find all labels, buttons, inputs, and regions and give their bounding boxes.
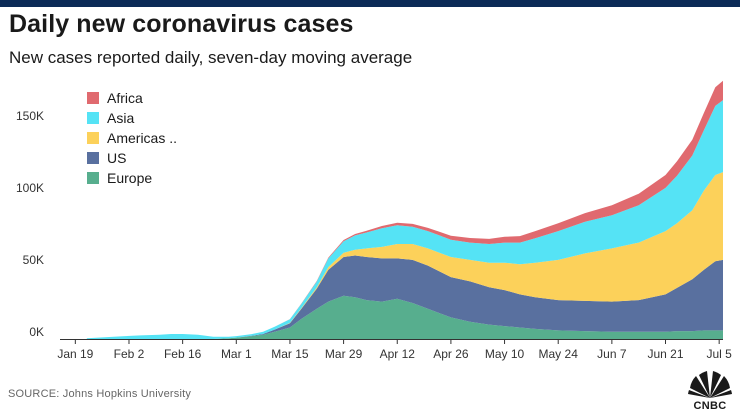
x-tick-label: May 10 [485, 347, 525, 361]
legend-item-asia: Asia [87, 108, 177, 128]
x-tick-label: May 24 [539, 347, 579, 361]
chart-subtitle: New cases reported daily, seven-day movi… [9, 48, 413, 67]
x-tick-label: Feb 2 [114, 347, 145, 361]
x-tick-label: Jan 19 [57, 347, 93, 361]
legend-item-europe: Europe [87, 168, 177, 188]
source-note: SOURCE: Johns Hopkins University [8, 388, 192, 400]
legend: Africa Asia Americas .. US Europe [87, 88, 177, 188]
legend-swatch-africa [87, 92, 99, 104]
legend-label-europe: Europe [107, 170, 153, 186]
chart-title: Daily new coronavirus cases [9, 10, 354, 38]
y-tick-label: 0K [29, 325, 44, 339]
y-axis: 0K 50K 100K 150K [16, 109, 44, 339]
x-tick-label: Apr 12 [380, 347, 416, 361]
x-tick-label: Mar 29 [325, 347, 363, 361]
y-tick-label: 100K [16, 181, 44, 195]
legend-swatch-europe [87, 172, 99, 184]
area-layers [86, 80, 724, 339]
x-tick-label: Feb 16 [164, 347, 202, 361]
x-tick-label: Jul 5 [706, 347, 732, 361]
legend-item-americas: Americas .. [87, 128, 177, 148]
x-tick-label: Jun 21 [647, 347, 683, 361]
legend-label-africa: Africa [107, 90, 143, 106]
legend-label-americas: Americas .. [107, 130, 178, 146]
peacock-icon [688, 371, 732, 398]
legend-swatch-americas [87, 132, 99, 144]
area-americas [86, 172, 724, 339]
legend-item-us: US [87, 148, 177, 168]
x-tick-label: Apr 26 [433, 347, 469, 361]
x-tick-label: Jun 7 [597, 347, 627, 361]
top-accent-bar [0, 0, 740, 7]
legend-item-africa: Africa [87, 88, 177, 108]
legend-swatch-us [87, 152, 99, 164]
y-tick-label: 50K [23, 253, 44, 267]
area-asia [86, 100, 724, 339]
y-tick-label: 150K [16, 109, 44, 123]
legend-label-asia: Asia [107, 110, 135, 126]
x-tick-label: Mar 15 [271, 347, 309, 361]
cnbc-logo: CNBC [684, 366, 736, 414]
x-tick-label: Mar 1 [221, 347, 252, 361]
logo-text: CNBC [693, 400, 727, 412]
legend-swatch-asia [87, 112, 99, 124]
area-europe [86, 295, 724, 339]
legend-label-us: US [107, 150, 127, 166]
area-us [86, 255, 724, 339]
x-axis: Jan 19 Feb 2 Feb 16 Mar 1 Mar 15 Mar 29 Apr 12… [57, 339, 732, 361]
